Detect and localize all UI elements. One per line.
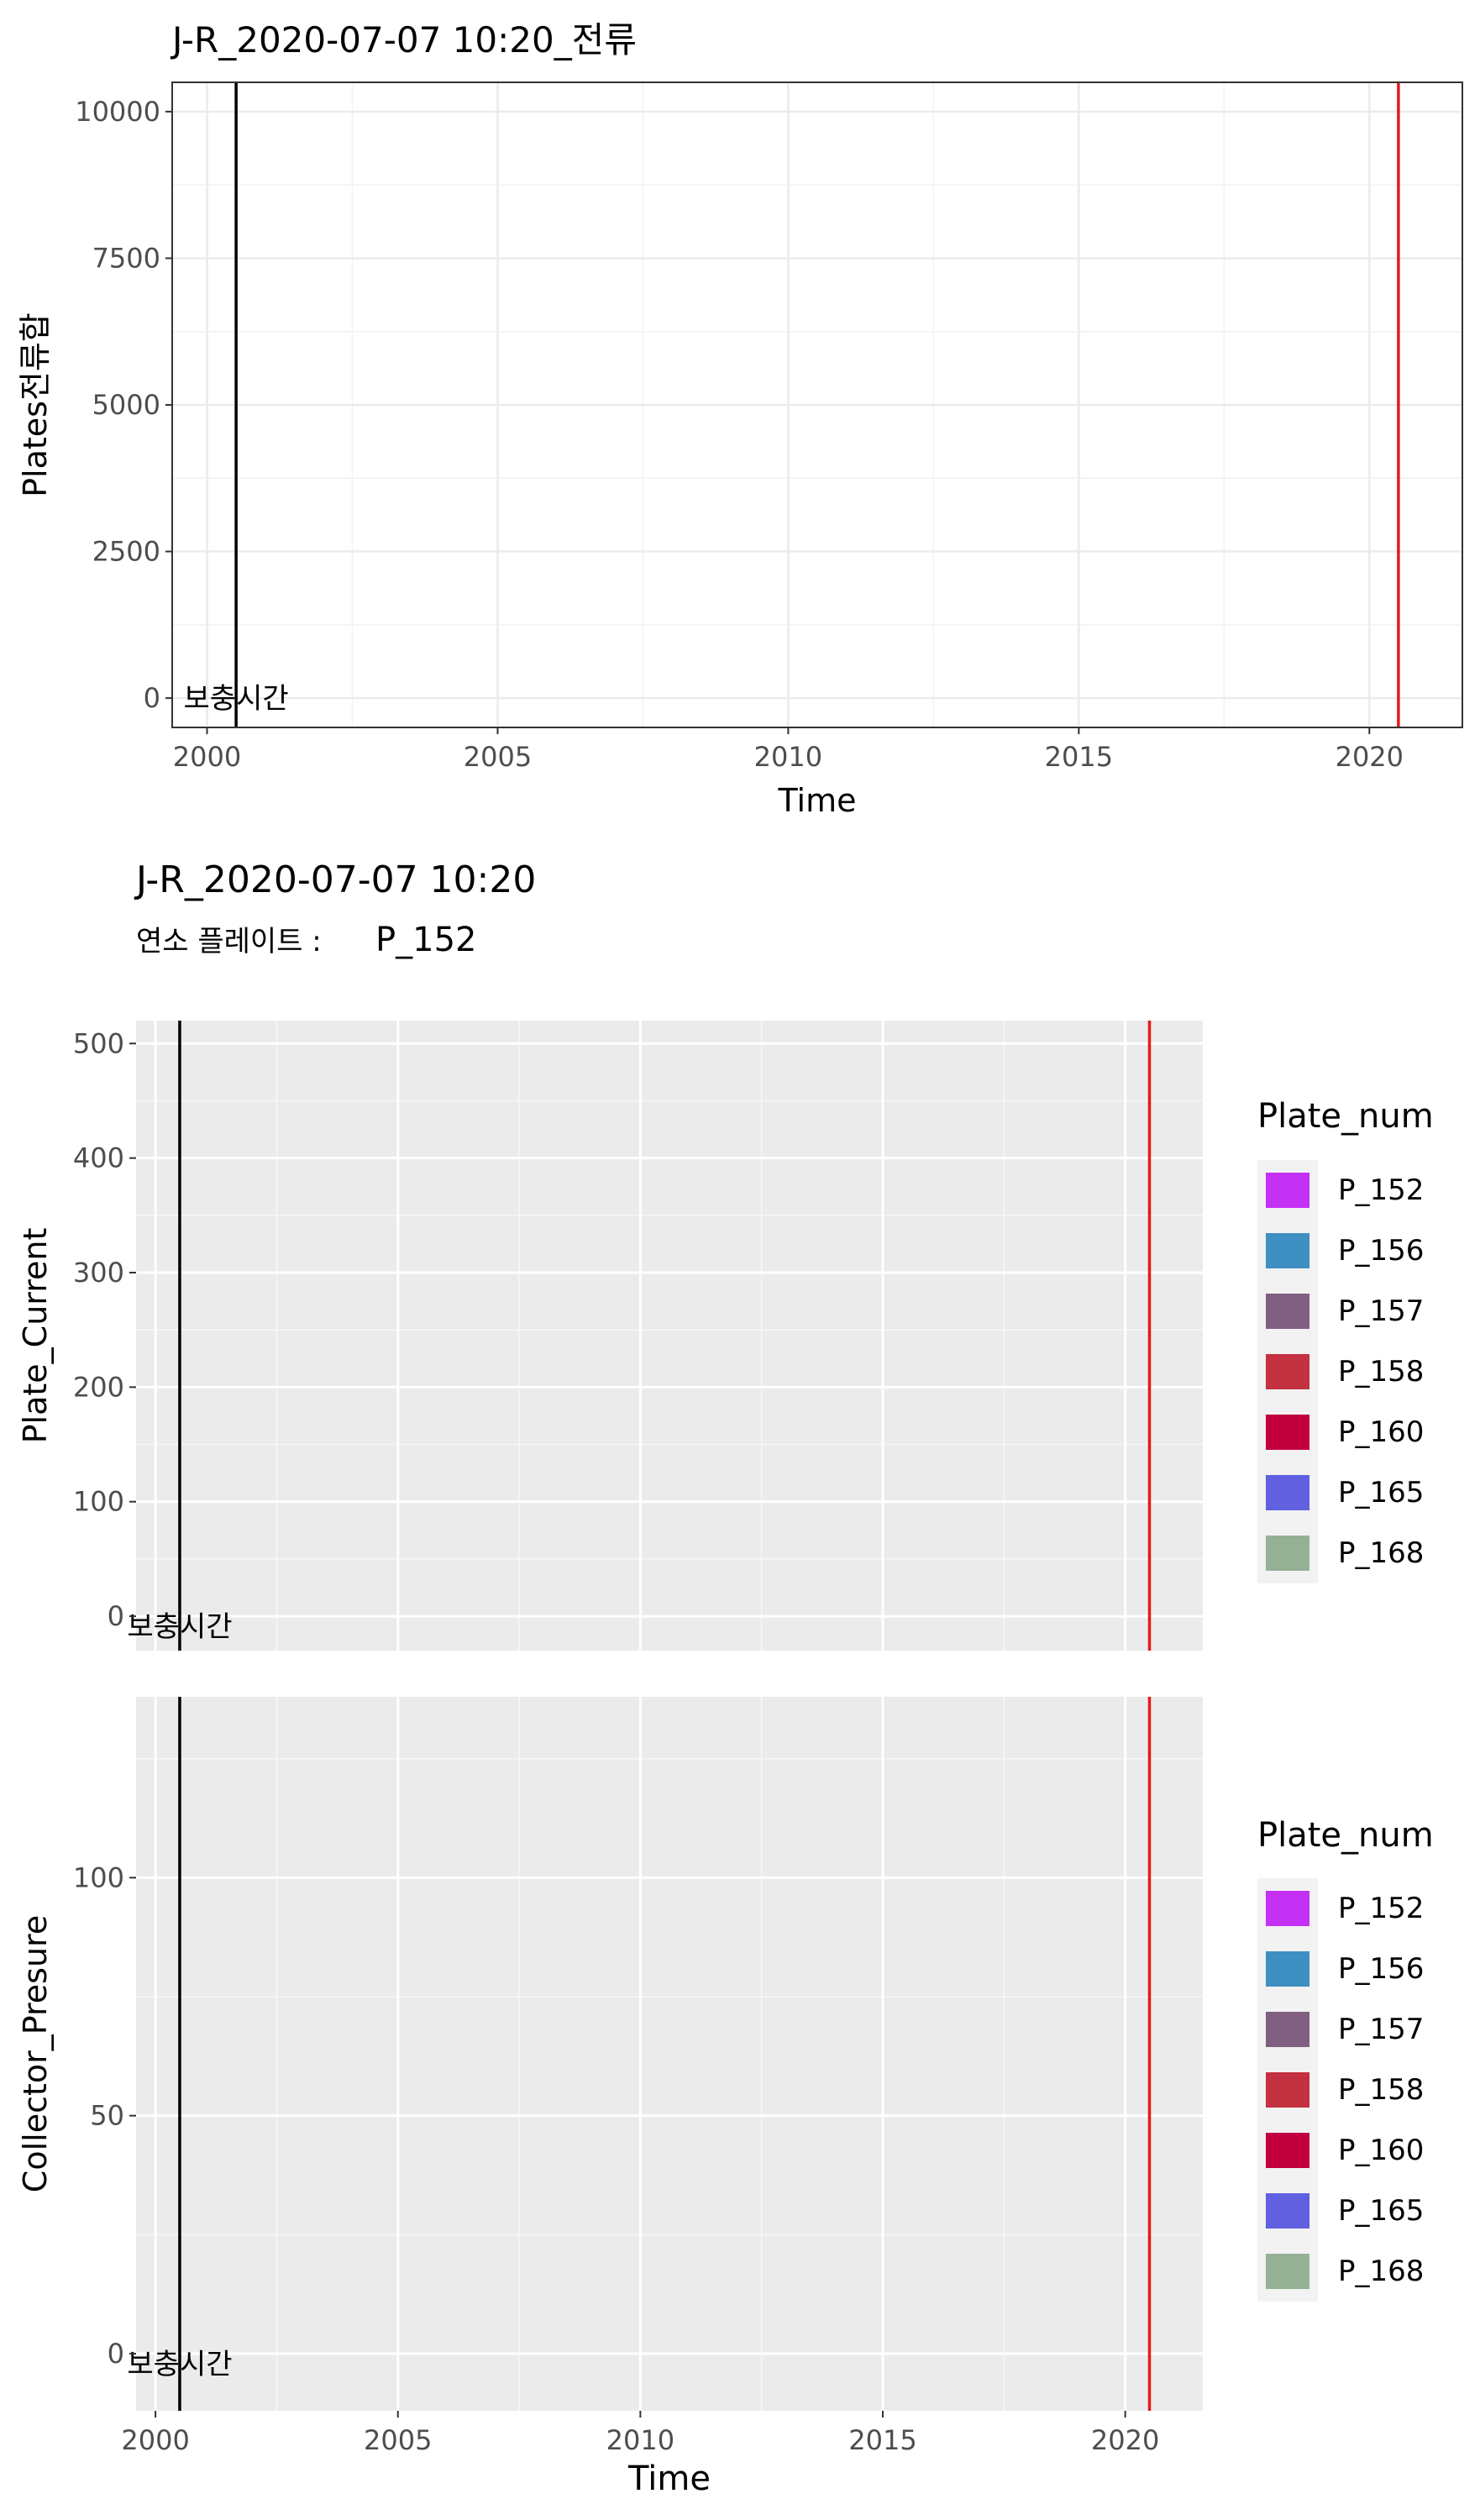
y-tick-label: 0 xyxy=(108,2338,124,2370)
facet1-legend-items: P_152 P_156 P_157 P_158 P_160 P_165 P_168 xyxy=(1257,1160,1424,1583)
top-x-tick-label: 2015 xyxy=(1045,741,1113,773)
y-tick-label: 500 xyxy=(73,1027,124,1059)
x-tick-label: 2005 xyxy=(364,2424,432,2456)
top-chart-x-label: Time xyxy=(778,782,857,819)
facet2-panel-background xyxy=(136,1697,1203,2411)
facet1-legend-title: Plate_num xyxy=(1257,1097,1434,1136)
bottom-chart-title: J-R_2020-07-07 10:20 xyxy=(134,858,536,901)
facet2-annotation: 보충시간 xyxy=(127,2348,232,2381)
top-x-tick-label: 2020 xyxy=(1336,741,1404,773)
legend-label: P_158 xyxy=(1338,2073,1424,2107)
x-tick-label: 2020 xyxy=(1091,2424,1159,2456)
legend-label: P_165 xyxy=(1338,1476,1424,1509)
facet2-x-axis: 2000 2005 2010 2015 2020 xyxy=(121,2411,1159,2456)
bottom-chart: J-R_2020-07-07 10:20 연소 플레이트 : P_152 보충시… xyxy=(17,858,1434,2498)
facet2-vlines xyxy=(178,1697,1152,2411)
legend-swatch xyxy=(1266,1475,1309,1510)
legend-swatch xyxy=(1266,1891,1309,1926)
facet1-legend: Plate_num P_152 P_156 P_157 P_158 P_160 P_165… xyxy=(1257,1097,1434,1583)
legend-swatch xyxy=(1266,1415,1309,1450)
y-tick-label: 100 xyxy=(73,1861,124,1893)
facet1-annotation: 보충시간 xyxy=(127,1610,232,1644)
y-tick-label: 0 xyxy=(108,1600,124,1632)
top-chart-y-axis: 0 2500 5000 7500 10000 xyxy=(75,96,172,714)
legend-swatch xyxy=(1266,2012,1309,2047)
top-chart-y-label: Plates전류합 xyxy=(17,312,54,497)
top-chart: J-R_2020-07-07 10:20_전류 보충시간 0 2500 5000 75… xyxy=(17,19,1463,819)
legend-label: P_152 xyxy=(1338,1892,1424,1925)
top-y-tick-label: 0 xyxy=(144,682,160,714)
legend-label: P_157 xyxy=(1338,1294,1424,1328)
top-chart-x-axis: 2000 2005 2010 2015 2020 xyxy=(173,727,1404,773)
x-tick-label: 2015 xyxy=(848,2424,916,2456)
facet2-x-label: Time xyxy=(627,2460,711,2498)
top-y-tick-label: 7500 xyxy=(92,242,160,274)
legend-label: P_156 xyxy=(1338,1952,1424,1986)
legend-label: P_168 xyxy=(1338,1536,1424,1570)
legend-swatch xyxy=(1266,2254,1309,2289)
legend-label: P_158 xyxy=(1338,1355,1424,1389)
top-chart-grid xyxy=(172,82,1462,727)
y-tick-label: 400 xyxy=(73,1142,124,1174)
legend-swatch xyxy=(1266,1354,1309,1389)
facet1-grid xyxy=(136,1021,1203,1651)
facet2-legend-title: Plate_num xyxy=(1257,1816,1434,1855)
legend-swatch xyxy=(1266,1951,1309,1987)
facet-plate-current: 보충시간 0 100 200 300 400 500 Plate_Current Plat… xyxy=(17,1021,1434,1651)
legend-label: P_160 xyxy=(1338,1415,1424,1449)
legend-swatch xyxy=(1266,2072,1309,2108)
legend-label: P_168 xyxy=(1338,2255,1424,2288)
legend-swatch xyxy=(1266,2133,1309,2168)
legend-label: P_157 xyxy=(1338,2013,1424,2046)
legend-swatch xyxy=(1266,1173,1309,1208)
y-tick-label: 300 xyxy=(73,1257,124,1289)
top-chart-title: J-R_2020-07-07 10:20_전류 xyxy=(170,19,637,60)
top-x-tick-label: 2005 xyxy=(464,741,532,773)
y-tick-label: 50 xyxy=(90,2100,124,2132)
facet1-vlines xyxy=(178,1021,1152,1651)
top-y-tick-label: 10000 xyxy=(75,96,160,128)
facet2-legend: Plate_num P_152 P_156 P_157 P_158 P_160 P_165… xyxy=(1257,1816,1434,2302)
top-x-tick-label: 2010 xyxy=(754,741,822,773)
legend-swatch xyxy=(1266,1294,1309,1329)
bottom-chart-subtitle-prefix: 연소 플레이트 : xyxy=(136,925,322,958)
y-tick-label: 200 xyxy=(73,1371,124,1403)
legend-label: P_156 xyxy=(1338,1234,1424,1268)
bottom-chart-subtitle-value: P_152 xyxy=(375,921,476,959)
top-chart-vlines xyxy=(234,82,1400,727)
facet2-grid xyxy=(136,1697,1203,2411)
x-tick-label: 2010 xyxy=(606,2424,674,2456)
top-chart-annotation: 보충시간 xyxy=(184,682,289,716)
facet1-y-axis: 0 100 200 300 400 500 xyxy=(73,1027,136,1632)
x-tick-label: 2000 xyxy=(121,2424,189,2456)
legend-swatch xyxy=(1266,1536,1309,1571)
y-tick-label: 100 xyxy=(73,1486,124,1518)
legend-label: P_160 xyxy=(1338,2134,1424,2167)
top-y-tick-label: 2500 xyxy=(92,536,160,568)
facet2-y-axis: 0 50 100 xyxy=(73,1861,136,2370)
facet2-legend-items: P_152 P_156 P_157 P_158 P_160 P_165 P_168 xyxy=(1257,1878,1424,2302)
facet2-y-label: Collector_Presure xyxy=(17,1915,54,2192)
facet1-panel-background xyxy=(136,1021,1203,1651)
top-x-tick-label: 2000 xyxy=(173,741,241,773)
facet-collector-presure: 보충시간 0 50 100 2000 2005 2010 2015 2020 Time Co… xyxy=(17,1697,1434,2498)
legend-label: P_152 xyxy=(1338,1173,1424,1207)
legend-label: P_165 xyxy=(1338,2194,1424,2228)
top-y-tick-label: 5000 xyxy=(92,389,160,421)
legend-swatch xyxy=(1266,1233,1309,1268)
legend-swatch xyxy=(1266,2193,1309,2229)
facet1-y-label: Plate_Current xyxy=(17,1228,54,1444)
